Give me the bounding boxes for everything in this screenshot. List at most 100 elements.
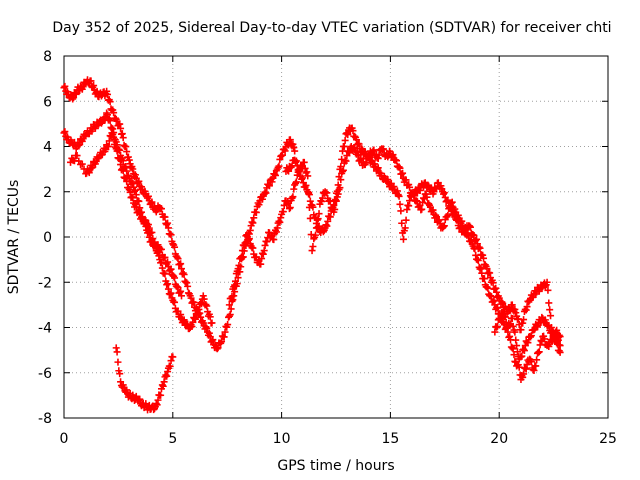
data-point-track-e [272, 228, 280, 236]
data-point-track-e [306, 214, 314, 222]
data-point-track-d [159, 382, 167, 390]
data-point-track-a [119, 134, 127, 142]
data-point-track-e [403, 206, 411, 214]
data-point-track-c [161, 270, 169, 278]
data-point-track-a [90, 82, 98, 90]
data-point-track-f [389, 151, 397, 159]
data-point-track-c [208, 319, 216, 327]
data-point-track-e [270, 236, 278, 244]
data-point-track-f [329, 205, 337, 213]
data-point-track-c [116, 155, 124, 163]
data-point-track-f [332, 197, 340, 205]
data-point-track-b [132, 191, 140, 199]
x-tick-label: 15 [381, 431, 399, 447]
data-point-track-f [453, 216, 461, 224]
data-point-track-c [199, 292, 207, 300]
data-point-track-e [384, 176, 392, 184]
data-point-track-f [345, 148, 353, 156]
data-point-track-e [472, 251, 480, 259]
data-point-track-c [78, 160, 86, 168]
data-point-track-a [275, 162, 283, 170]
data-point-track-e [493, 304, 501, 312]
data-point-track-f [296, 165, 304, 173]
data-point-track-a [171, 243, 179, 251]
data-point-track-e [273, 224, 281, 232]
data-point-track-e [289, 193, 297, 201]
data-point-track-f [406, 183, 414, 191]
data-point-track-f [489, 279, 497, 287]
data-point-track-f [395, 163, 403, 171]
data-point-track-e [308, 247, 316, 255]
data-point-track-a [258, 195, 266, 203]
data-point-track-a [106, 98, 114, 106]
data-point-track-e [249, 244, 257, 252]
data-point-track-c [180, 316, 188, 324]
data-point-track-c [110, 133, 118, 141]
data-point-track-a [278, 151, 286, 159]
data-point-track-d [167, 357, 175, 365]
data-point-track-f [543, 278, 551, 286]
data-point-track-g [514, 353, 522, 361]
data-point-track-a [135, 177, 143, 185]
axis-ticks: 0 5 10 15 20 25 -8 -6 -4 -2 0 2 4 6 8 [38, 49, 617, 447]
data-point-track-g [512, 336, 520, 344]
data-point-track-a [197, 313, 205, 321]
data-point-track-e [286, 204, 294, 212]
data-point-track-f [520, 316, 528, 324]
data-point-track-a [202, 323, 210, 331]
data-point-track-a [246, 226, 254, 234]
data-point-track-e [423, 193, 431, 201]
data-point-track-c [155, 252, 163, 260]
data-point-track-e [309, 242, 317, 250]
data-point-track-f [341, 156, 349, 164]
data-point-track-d [153, 401, 161, 409]
data-point-track-a [178, 265, 186, 273]
data-point-track-g [493, 323, 501, 331]
data-point-track-g [508, 314, 516, 322]
data-point-track-e [238, 247, 246, 255]
data-point-track-c [123, 177, 131, 185]
data-point-track-e [341, 136, 349, 144]
data-point-track-d [163, 372, 171, 380]
data-point-track-f [326, 213, 334, 221]
data-point-track-e [243, 231, 251, 239]
data-point-track-b [173, 283, 181, 291]
data-point-track-e [439, 223, 447, 231]
data-point-track-a [117, 124, 125, 132]
data-point-track-a [249, 219, 257, 227]
data-point-track-c [158, 264, 166, 272]
data-point-track-f [517, 326, 525, 334]
data-point-track-f [466, 223, 474, 231]
y-tick-label: -4 [38, 321, 52, 337]
data-point-track-f [480, 254, 488, 262]
data-point-track-d [136, 395, 144, 403]
data-point-track-b [171, 274, 179, 282]
data-point-track-e [237, 254, 245, 262]
data-point-track-a [227, 305, 235, 313]
data-point-track-e [541, 316, 549, 324]
data-point-track-d [154, 396, 162, 404]
data-point-track-g [521, 364, 529, 372]
data-point-track-e [398, 219, 406, 227]
data-point-track-c [167, 289, 175, 297]
data-point-track-e [304, 172, 312, 180]
y-tick-label: 6 [43, 94, 52, 110]
data-point-track-e [344, 131, 352, 139]
y-axis-label: SDTVAR / TECUs [6, 180, 22, 295]
data-point-track-e [448, 198, 456, 206]
data-point-track-e [245, 235, 253, 243]
data-point-track-a [250, 214, 258, 222]
data-point-track-a [224, 321, 232, 329]
data-point-track-e [443, 213, 451, 221]
x-tick-label: 20 [490, 431, 508, 447]
data-point-track-a [69, 95, 77, 103]
data-point-track-c [188, 323, 196, 331]
data-point-track-c [122, 174, 130, 182]
data-point-track-c [135, 207, 143, 215]
x-tick-label: 25 [599, 431, 617, 447]
data-point-track-e [288, 194, 296, 202]
data-point-track-a [116, 120, 124, 128]
data-point-track-a [187, 294, 195, 302]
data-point-track-e [401, 224, 409, 232]
data-point-track-f [353, 148, 361, 156]
